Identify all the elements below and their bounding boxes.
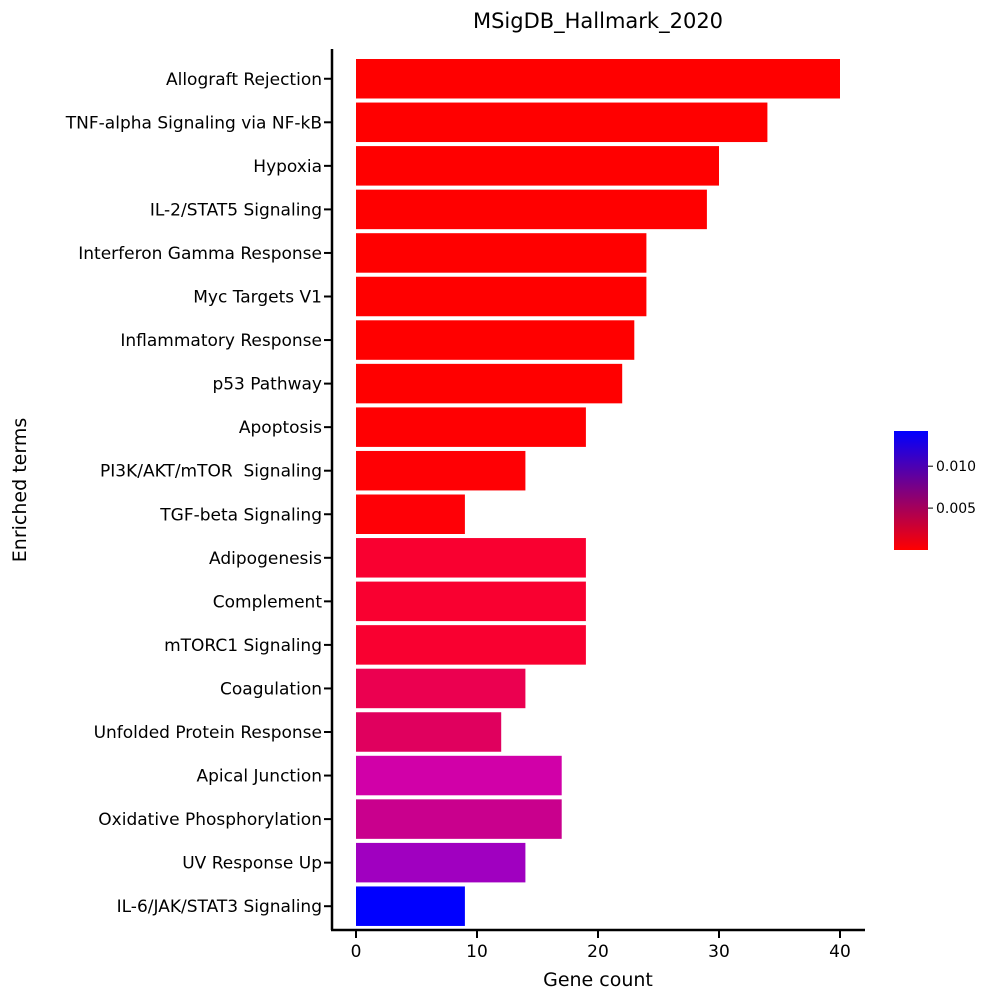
bars-group [356,59,840,926]
bar [356,538,586,578]
category-label: IL-2/STAT5 Signaling [150,200,322,220]
x-axis-ticks: 0 10 20 30 40 [351,930,851,962]
x-tick-label: 20 [587,942,609,962]
bar [356,363,623,404]
colorbar-gradient [894,431,928,550]
category-label: UV Response Up [182,854,322,874]
bar [356,494,465,534]
category-label: Apical Junction [196,767,322,787]
category-label: TGF-beta Signaling [159,505,322,525]
x-tick-label: 0 [351,942,362,962]
colorbar-tick-label: 0.010 [936,459,976,475]
bar [356,59,840,99]
colorbar-tick-label: 0.005 [936,501,976,517]
category-label: p53 Pathway [212,375,322,395]
x-axis-label: Gene count [543,969,653,991]
category-label: PI3K/AKT/mTOR Signaling [100,462,322,482]
bar [356,799,562,839]
category-label: Unfolded Protein Response [94,723,322,743]
x-tick-label: 10 [466,942,488,962]
category-label: mTORC1 Signaling [164,636,322,656]
bar [356,320,635,360]
colorbar: 0.005 0.010 [894,431,976,550]
bar [356,407,586,447]
category-label: Interferon Gamma Response [78,244,322,264]
category-label: TNF-alpha Signaling via NF-kB [65,113,322,133]
category-labels: Allograft Rejection TNF-alpha Signaling v… [65,70,332,917]
bar [356,886,465,926]
chart-title: MSigDB_Hallmark_2020 [473,9,723,34]
bar [356,102,768,143]
category-label: Adipogenesis [209,549,322,569]
category-label: Oxidative Phosphorylation [98,810,322,830]
category-label: Myc Targets V1 [193,288,322,308]
bar [356,712,502,752]
bar [356,450,526,491]
category-label: Coagulation [220,679,322,699]
bar [356,842,526,883]
x-tick-label: 40 [829,942,851,962]
bar [356,581,586,622]
y-axis-label: Enriched terms [9,418,31,562]
category-label: Allograft Rejection [166,70,322,90]
category-label: Inflammatory Response [120,331,322,351]
category-label: Complement [213,592,323,612]
bar [356,146,719,186]
bar [356,668,526,709]
bar [356,755,562,796]
bar [356,625,586,665]
category-label: IL-6/JAK/STAT3 Signaling [117,897,322,917]
category-label: Hypoxia [253,157,322,177]
bar [356,276,647,317]
x-tick-label: 30 [708,942,730,962]
bar [356,189,707,230]
bar [356,233,647,273]
category-label: Apoptosis [239,418,322,438]
